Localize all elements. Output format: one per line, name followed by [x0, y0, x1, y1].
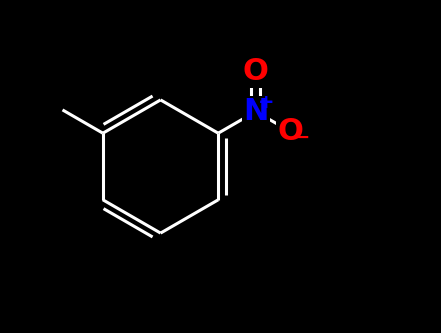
Text: +: + [258, 93, 274, 112]
Text: O: O [243, 57, 269, 86]
Text: N: N [243, 97, 269, 126]
Text: O: O [277, 117, 303, 146]
Text: −: − [294, 128, 310, 147]
